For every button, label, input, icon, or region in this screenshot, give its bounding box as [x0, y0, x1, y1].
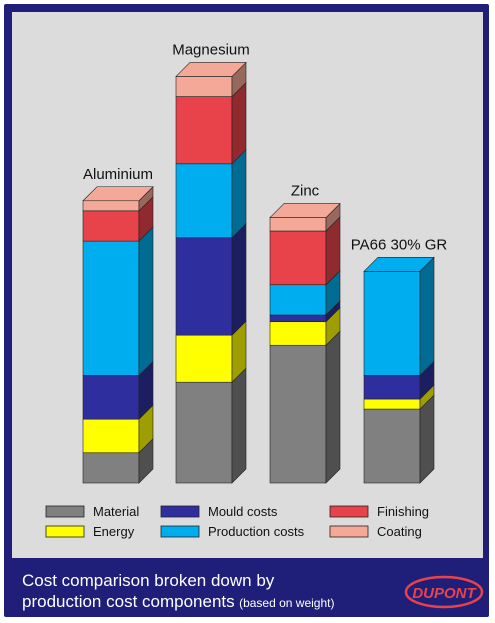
- dupont-logo: DUPONT: [404, 575, 484, 609]
- bar-segment-1-material: [175, 367, 247, 484]
- stacked-bar-chart: Aluminium Magnesium Zinc PA66 30% GR Materia…: [45, 41, 448, 539]
- category-label-0: Aluminium: [83, 166, 153, 183]
- legend-label-mould-costs: Mould costs: [208, 504, 278, 519]
- legend-swatch-material: [45, 505, 85, 518]
- bar-segment-0-production-costs: [82, 226, 154, 377]
- bar-segment-1-finishing: [175, 81, 247, 165]
- bar-segment-3-mould-costs: [363, 360, 435, 400]
- category-label-1: Magnesium: [172, 41, 250, 58]
- bar-segment-2-production-costs: [269, 270, 341, 316]
- bar-segment-2-material: [269, 330, 341, 484]
- bar-segment-1-production-costs: [175, 149, 247, 239]
- bar-top-2: [269, 203, 341, 218]
- caption: Cost comparison broken down by productio…: [22, 570, 402, 612]
- bar-segment-1-mould-costs: [175, 222, 247, 336]
- legend-item-finishing: Finishing: [329, 504, 429, 519]
- legend-item-energy: Energy: [45, 524, 135, 539]
- legend-label-coating: Coating: [377, 524, 422, 539]
- legend-swatch-coating: [329, 525, 369, 538]
- plot-area: Aluminium Magnesium Zinc PA66 30% GR Materia…: [12, 12, 483, 558]
- legend-label-finishing: Finishing: [377, 504, 429, 519]
- legend-label-material: Material: [93, 504, 139, 519]
- bar-top-1: [175, 62, 247, 77]
- bar-segment-3-material: [363, 394, 435, 484]
- legend-swatch-production-costs: [160, 525, 200, 538]
- bar-segment-0-finishing: [82, 196, 154, 242]
- category-label-2: Zinc: [291, 183, 320, 200]
- legend-swatch-finishing: [329, 505, 369, 518]
- legend-swatch-mould-costs: [160, 505, 200, 518]
- bar-top-0: [82, 186, 154, 202]
- bar-top-3: [363, 257, 435, 272]
- caption-line-1: Cost comparison broken down by: [22, 571, 275, 590]
- legend-item-mould-costs: Mould costs: [160, 504, 278, 519]
- legend-label-energy: Energy: [93, 524, 135, 539]
- legend-item-coating: Coating: [329, 524, 422, 539]
- legend-label-production-costs: Production costs: [208, 524, 305, 539]
- bar-segment-2-finishing: [269, 216, 341, 286]
- bar-segment-1-energy: [175, 320, 247, 383]
- caption-note: (based on weight): [239, 596, 335, 610]
- bar-segment-0-mould-costs: [82, 360, 154, 420]
- bar-segment-3-production-costs: [363, 256, 435, 377]
- bar-segment-2-energy: [269, 306, 341, 346]
- bar-segment-0-material: [82, 438, 154, 484]
- bar-segment-1-coating: [175, 61, 247, 98]
- logo-text: DUPONT: [412, 585, 477, 602]
- legend-item-production-costs: Production costs: [160, 524, 305, 539]
- caption-line-2: production cost components: [22, 592, 235, 611]
- category-label-3: PA66 30% GR: [351, 236, 448, 253]
- legend-item-material: Material: [45, 504, 139, 519]
- chart-frame: Aluminium Magnesium Zinc PA66 30% GR Materia…: [4, 4, 489, 617]
- legend-swatch-energy: [45, 525, 85, 538]
- bar-segment-0-energy: [82, 404, 154, 454]
